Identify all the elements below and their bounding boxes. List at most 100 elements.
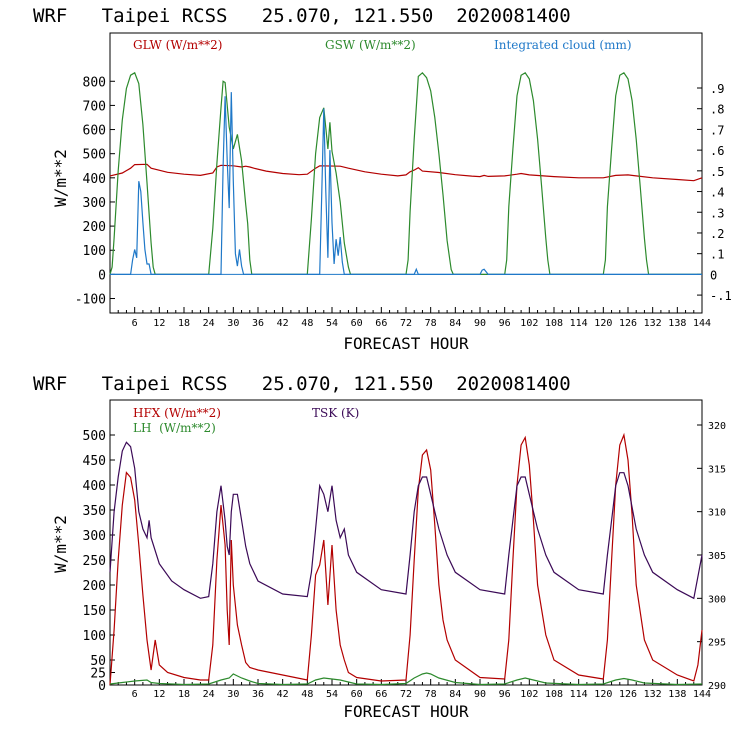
top-y-tick-label: 200	[83, 220, 106, 235]
series-integrated-cloud	[110, 92, 702, 275]
bottom-x-tick-label: 24	[203, 689, 215, 700]
top-x-tick-label: 120	[594, 318, 612, 329]
top-y-tick-label: 700	[83, 99, 106, 114]
top-series	[109, 71, 703, 275]
bottom-x-tick-label: 60	[351, 689, 363, 700]
bottom-y-tick-label: 450	[83, 454, 106, 469]
bottom-x-tick-label: 72	[400, 689, 412, 700]
top-x-tick-label: 54	[326, 318, 338, 329]
top-x-tick-label: 90	[474, 318, 486, 329]
bottom-y-axis-label: W/m**2	[51, 515, 70, 573]
top-y2-tick-label: .3	[710, 206, 724, 220]
top-y2-tick-label: .6	[710, 144, 724, 158]
top-x-tick-label: 78	[425, 318, 437, 329]
top-panel: WRF Taipei RCSS 25.070, 121.550 20200814…	[33, 5, 732, 353]
bottom-y-tick-label: 500	[83, 429, 106, 444]
top-x-ticks: 6 12 18 24 30 36 42 48 54 60 66 72 78 84 90 96 102 108 114…	[117, 307, 711, 329]
top-y2-tick-label: 0	[710, 268, 717, 282]
top-x-tick-label: 60	[351, 318, 363, 329]
top-x-tick-label: 138	[668, 318, 686, 329]
series-lh	[109, 672, 703, 686]
bottom-x-tick-label: 48	[301, 689, 313, 700]
top-x-tick-label: 66	[375, 318, 387, 329]
bottom-y-tick-label: 250	[83, 554, 106, 569]
bottom-x-tick-label: 6	[132, 689, 138, 700]
bottom-x-tick-label: 138	[668, 689, 686, 700]
top-y-tick-label: 100	[83, 244, 106, 259]
legend-gsw: GSW (W/m**2)	[325, 38, 416, 52]
top-y-tick-label: -100	[75, 293, 106, 308]
bottom-x-tick-label: 126	[619, 689, 637, 700]
top-y-tick-label: 500	[83, 148, 106, 163]
top-x-tick-label: 18	[178, 318, 190, 329]
top-y2-tick-label: .5	[710, 165, 724, 179]
bottom-panel: WRF Taipei RCSS 25.070, 121.550 20200814…	[33, 373, 726, 721]
top-y2-tick-label: -.1	[710, 289, 732, 303]
top-y2-tick-label: .4	[710, 186, 724, 200]
bottom-x-tick-label: 90	[474, 689, 486, 700]
bottom-y-tick-label: 200	[83, 579, 106, 594]
top-title: WRF Taipei RCSS 25.070, 121.550 20200814…	[33, 5, 571, 27]
bottom-x-tick-label: 132	[644, 689, 662, 700]
top-y-tick-label: 400	[83, 172, 106, 187]
top-x-tick-label: 36	[252, 318, 264, 329]
bottom-y2-tick-label: 290	[708, 681, 726, 692]
top-x-tick-label: 144	[693, 318, 711, 329]
bottom-x-tick-label: 36	[252, 689, 264, 700]
top-y-tick-label: 300	[83, 196, 106, 211]
bottom-x-ticks: 6 12 18 24 30 36 42 48 54 60 66 72 78 84 90 96 102 108 114…	[117, 679, 711, 700]
bottom-x-tick-label: 54	[326, 689, 338, 700]
top-x-tick-label: 84	[449, 318, 461, 329]
top-y2-tick-label: .9	[710, 82, 724, 96]
legend-cloud: Integrated cloud (mm)	[494, 38, 632, 52]
bottom-y2-tick-label: 310	[708, 508, 726, 519]
top-x-tick-label: 114	[570, 318, 588, 329]
bottom-y2-tick-label: 305	[708, 551, 726, 562]
series-glw	[109, 163, 703, 182]
bottom-y2-ticks: 290 295 300 305 310 315 320	[697, 421, 726, 692]
bottom-x-axis-label: FORECAST HOUR	[343, 702, 469, 721]
legend-glw: GLW (W/m**2)	[133, 38, 222, 52]
bottom-y-tick-label: 400	[83, 479, 106, 494]
bottom-y-tick-label: 100	[83, 629, 106, 644]
top-y-ticks: -100 0 100 200 300 400 500 600 700 800	[75, 75, 115, 308]
top-x-tick-label: 132	[644, 318, 662, 329]
top-y2-ticks: -.1 0 .1 .2 .3 .4 .5 .6 .7 .8 .9	[697, 82, 732, 303]
series-hfx	[109, 432, 703, 686]
bottom-x-tick-label: 108	[545, 689, 563, 700]
bottom-title: WRF Taipei RCSS 25.070, 121.550 20200814…	[33, 373, 571, 395]
bottom-x-tick-label: 120	[594, 689, 612, 700]
top-x-axis-label: FORECAST HOUR	[343, 334, 469, 353]
bottom-y2-tick-label: 300	[708, 594, 726, 605]
top-y-tick-label: 800	[83, 75, 106, 90]
bottom-x-tick-label: 96	[499, 689, 511, 700]
bottom-y-tick-label: 150	[83, 604, 106, 619]
bottom-y-tick-label: 0	[98, 679, 106, 694]
bottom-y-tick-label: 50	[90, 654, 106, 669]
top-x-tick-label: 102	[520, 318, 538, 329]
top-x-tick-label: 30	[227, 318, 239, 329]
top-y-axis-label: W/m**2	[51, 149, 70, 207]
bottom-x-tick-label: 84	[449, 689, 461, 700]
bottom-x-tick-label: 42	[277, 689, 289, 700]
bottom-x-tick-label: 30	[227, 689, 239, 700]
top-y-tick-label: 0	[98, 268, 106, 283]
top-x-tick-label: 24	[203, 318, 215, 329]
bottom-x-tick-label: 12	[153, 689, 165, 700]
top-y2-tick-label: .8	[710, 103, 724, 117]
bottom-y2-tick-label: 320	[708, 421, 726, 432]
top-x-tick-label: 42	[277, 318, 289, 329]
bottom-x-tick-label: 78	[425, 689, 437, 700]
legend-tsk: TSK (K)	[312, 406, 359, 420]
bottom-x-tick-label: 102	[520, 689, 538, 700]
top-x-tick-label: 72	[400, 318, 412, 329]
bottom-y2-tick-label: 295	[708, 638, 726, 649]
bottom-y-tick-label: 300	[83, 529, 106, 544]
top-x-tick-label: 96	[499, 318, 511, 329]
bottom-x-tick-label: 66	[375, 689, 387, 700]
legend-hfx: HFX (W/m**2)	[133, 406, 221, 420]
bottom-plot-frame	[109, 399, 703, 686]
bottom-y2-tick-label: 315	[708, 464, 726, 475]
